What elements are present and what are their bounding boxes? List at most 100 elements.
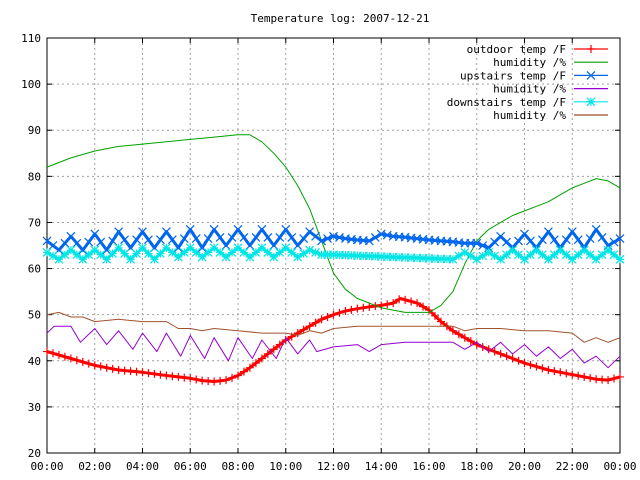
data-point-marker (48, 241, 58, 250)
data-point-marker (144, 369, 153, 378)
data-point-marker (234, 371, 242, 380)
data-point-marker (317, 250, 326, 260)
data-point-marker (66, 354, 75, 363)
data-point-marker (346, 250, 356, 260)
data-point-marker (305, 227, 315, 237)
data-point-marker (60, 238, 70, 248)
data-point-marker (442, 254, 452, 264)
data-point-marker (42, 236, 52, 246)
data-point-marker (305, 322, 314, 331)
data-point-marker (257, 224, 267, 234)
data-point-marker (150, 369, 159, 378)
chart-title: Temperature log: 2007-12-21 (251, 12, 430, 25)
data-point-marker (186, 374, 195, 383)
data-point-marker (587, 45, 595, 53)
data-point-marker (84, 250, 94, 260)
y-tick-label: 40 (28, 355, 41, 368)
data-point-marker (144, 249, 153, 258)
data-point-marker (78, 254, 88, 264)
data-point-marker (173, 252, 183, 262)
data-point-marker (609, 237, 619, 247)
data-point-marker (156, 370, 165, 379)
data-point-marker (514, 356, 523, 365)
data-point-marker (245, 252, 255, 262)
data-point-marker (215, 233, 225, 242)
data-point-marker (138, 243, 147, 253)
x-tick-label: 20:00 (508, 460, 541, 473)
data-point-marker (155, 235, 165, 245)
data-point-marker (54, 351, 63, 360)
legend-label: outdoor temp /F (467, 43, 566, 56)
data-point-marker (108, 249, 118, 258)
data-point-marker (615, 254, 625, 264)
data-point-marker (586, 374, 595, 383)
series-line (46, 311, 621, 343)
data-point-marker (138, 368, 147, 377)
data-point-marker (180, 373, 189, 382)
x-tick-label: 02:00 (78, 460, 111, 473)
data-point-marker (209, 243, 219, 253)
data-point-marker (472, 254, 482, 264)
data-point-marker (579, 245, 589, 255)
data-point-marker (245, 363, 254, 372)
data-point-marker (603, 245, 613, 255)
data-point-marker (191, 234, 201, 244)
data-point-marker (245, 241, 255, 250)
data-point-marker (221, 241, 231, 250)
data-point-marker (543, 254, 553, 264)
data-point-marker (155, 249, 165, 258)
series-4 (42, 243, 625, 264)
data-point-marker (567, 254, 577, 264)
data-point-marker (293, 252, 303, 262)
data-point-marker (72, 250, 82, 260)
data-point-marker (203, 247, 213, 257)
data-point-marker (311, 231, 321, 241)
data-point-marker (591, 224, 601, 234)
data-point-marker (562, 369, 571, 378)
data-point-marker (233, 224, 243, 234)
data-point-marker (102, 363, 111, 372)
data-point-marker (436, 254, 446, 264)
data-point-marker (370, 251, 380, 261)
data-point-marker (567, 227, 577, 237)
data-point-marker (311, 318, 320, 327)
data-point-marker (341, 306, 350, 315)
data-point-marker (394, 252, 404, 262)
data-point-marker (604, 376, 613, 385)
series-2 (42, 224, 625, 255)
data-point-marker (287, 233, 297, 242)
data-point-marker (60, 352, 69, 361)
data-point-marker (299, 249, 309, 258)
data-point-marker (454, 251, 464, 261)
data-point-marker (555, 245, 565, 255)
y-tick-label: 20 (28, 447, 41, 460)
data-point-marker (311, 247, 321, 257)
data-point-marker (239, 247, 249, 257)
data-point-marker (514, 236, 523, 246)
data-point-marker (209, 224, 219, 234)
data-point-marker (561, 235, 571, 245)
data-point-marker (538, 364, 547, 373)
data-point-marker (364, 236, 374, 246)
data-point-marker (347, 305, 356, 314)
data-point-marker (610, 374, 619, 383)
data-point-marker (132, 235, 141, 245)
data-point-marker (96, 362, 105, 371)
data-point-marker (66, 245, 76, 255)
data-point-marker (191, 247, 201, 257)
data-point-marker (389, 299, 398, 308)
data-point-marker (96, 237, 106, 247)
data-point-marker (114, 227, 124, 237)
data-point-marker (537, 250, 547, 260)
data-point-marker (174, 372, 183, 381)
data-point-marker (132, 249, 141, 258)
data-point-marker (537, 235, 547, 245)
data-point-marker (424, 253, 434, 263)
data-point-marker (448, 326, 457, 335)
data-point-marker (335, 308, 344, 317)
data-point-marker (436, 317, 445, 326)
data-point-marker (550, 367, 559, 376)
data-point-marker (508, 354, 517, 363)
data-point-marker (496, 254, 506, 264)
x-tick-label: 04:00 (126, 460, 159, 473)
